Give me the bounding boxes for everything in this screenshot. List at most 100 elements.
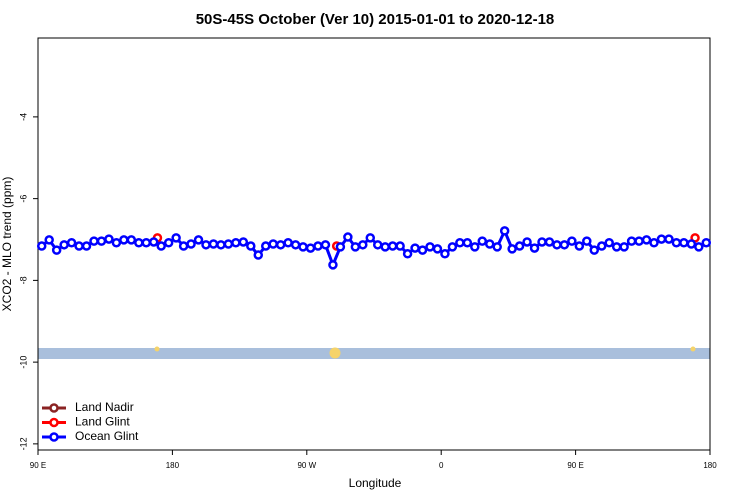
data-point (335, 242, 346, 252)
data-point (686, 239, 697, 249)
data-point (178, 241, 189, 251)
data-point (74, 241, 84, 251)
legend-label: Ocean Glint (75, 429, 139, 443)
y-axis-label: XCO2 - MLO trend (ppm) (0, 177, 14, 312)
coverage-marker (690, 346, 696, 352)
data-point (484, 239, 495, 249)
y-tick-label: -12 (18, 437, 28, 450)
data-point (604, 238, 614, 248)
data-point (634, 236, 644, 246)
data-point (522, 237, 532, 247)
data-point (514, 241, 525, 251)
data-point (679, 238, 689, 248)
data-point (171, 233, 181, 243)
data-point (402, 249, 413, 259)
data-point (574, 241, 585, 251)
data-point (283, 238, 293, 248)
data-point (425, 242, 435, 252)
data-point (148, 237, 159, 247)
data-point (537, 237, 547, 247)
data-point (649, 238, 659, 248)
data-point (567, 236, 577, 246)
data-point (223, 239, 234, 249)
data-point (358, 240, 368, 250)
data-point (671, 238, 682, 248)
data-point (298, 242, 308, 252)
y-tick-label: -6 (18, 195, 28, 203)
y-tick-label: -8 (18, 276, 28, 284)
data-point (694, 242, 704, 252)
data-point (447, 242, 458, 252)
data-point (350, 242, 361, 252)
data-point (611, 242, 622, 252)
data-point (231, 238, 241, 248)
data-point (462, 238, 473, 248)
data-point (664, 234, 674, 244)
data-point (216, 240, 226, 250)
data-point (641, 235, 652, 245)
data-point (275, 240, 286, 250)
data-point (552, 240, 562, 250)
data-point (104, 234, 114, 244)
data-point (111, 238, 122, 248)
data-point (193, 235, 204, 245)
data-point (455, 238, 465, 248)
data-point (372, 240, 383, 250)
data-point (126, 235, 137, 245)
data-point (66, 238, 77, 248)
y-tick-label: -4 (18, 113, 28, 121)
data-point (238, 237, 249, 247)
data-point (290, 240, 301, 250)
data-point (529, 243, 540, 253)
x-tick-label: 90 E (567, 461, 583, 470)
data-point (260, 241, 271, 251)
data-point (410, 243, 420, 253)
data-point (619, 242, 629, 252)
data-point (477, 236, 488, 246)
data-point (59, 240, 69, 250)
data-point (36, 241, 47, 251)
data-point (596, 241, 607, 251)
data-point (163, 238, 174, 248)
data-point (201, 240, 211, 250)
chart-title: 50S-45S October (Ver 10) 2015-01-01 to 2… (196, 11, 555, 28)
data-point (395, 241, 405, 251)
data-point (492, 242, 502, 252)
data-point (320, 240, 331, 250)
data-point (305, 243, 316, 253)
data-point (141, 238, 152, 248)
data-point (656, 234, 667, 244)
legend-marker (49, 417, 59, 428)
coverage-band (38, 348, 710, 359)
data-point (96, 236, 107, 246)
data-point (343, 232, 353, 242)
legend-marker (49, 403, 59, 413)
legend-label: Land Nadir (75, 400, 134, 414)
data-point (387, 241, 398, 251)
data-point (89, 236, 99, 246)
x-tick-label: 180 (703, 461, 717, 470)
x-tick-label: 90 E (30, 461, 46, 470)
data-point (365, 233, 376, 243)
data-point (701, 238, 712, 248)
data-point (186, 239, 196, 249)
coverage-marker (329, 347, 341, 359)
data-point (246, 241, 256, 251)
data-point (208, 239, 219, 249)
data-point (417, 245, 428, 255)
x-tick-label: 90 W (297, 461, 316, 470)
data-point (626, 236, 637, 246)
data-point (328, 260, 338, 270)
x-tick-label: 0 (439, 461, 444, 470)
data-point (81, 241, 92, 251)
data-point (51, 245, 62, 255)
data-point (582, 236, 592, 246)
coverage-marker (154, 346, 160, 352)
data-point (313, 241, 323, 251)
data-point (432, 244, 443, 254)
data-point (253, 250, 264, 260)
data-point (470, 242, 480, 252)
data-point (589, 245, 600, 255)
data-point (156, 241, 166, 251)
